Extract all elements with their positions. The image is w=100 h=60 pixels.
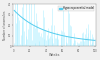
Y-axis label: Number of anomalies: Number of anomalies: [3, 11, 7, 40]
X-axis label: Weeks: Weeks: [49, 53, 60, 57]
Legend: Hyperexponential model: Hyperexponential model: [58, 6, 94, 11]
